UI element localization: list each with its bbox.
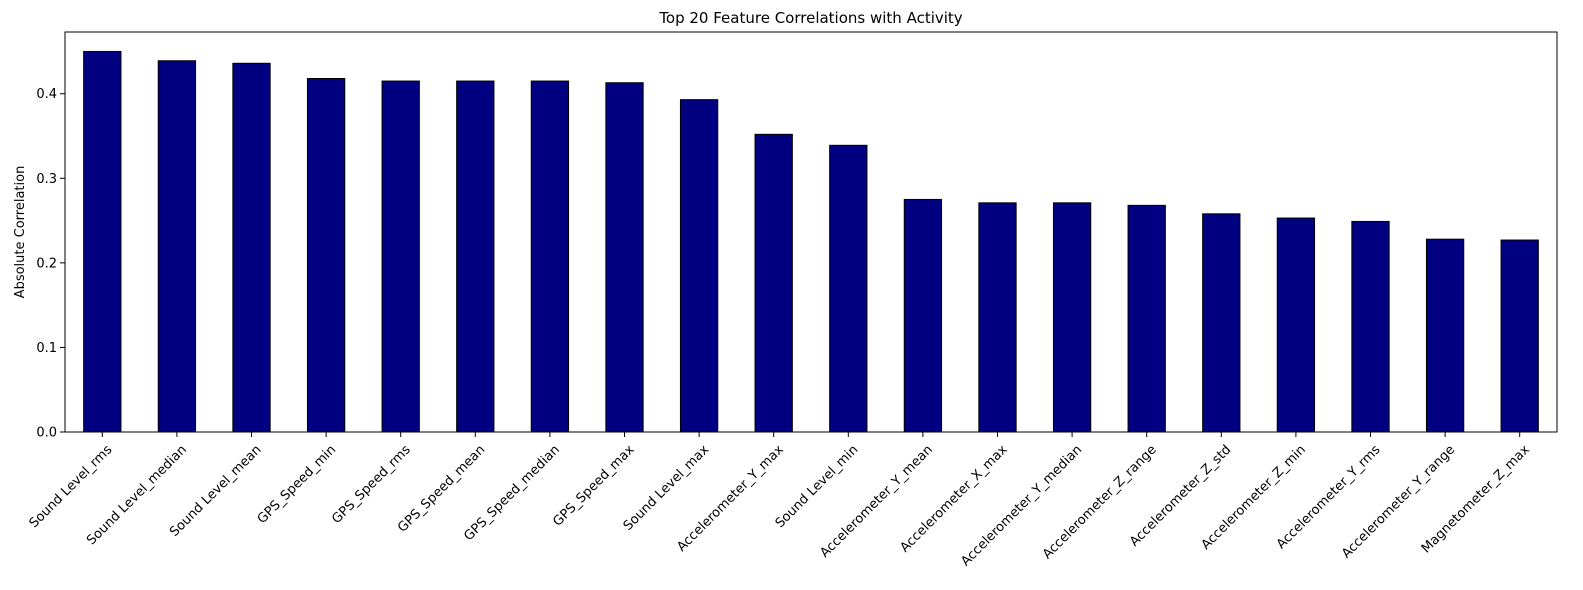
- y-tick-label: 0.0: [36, 426, 57, 441]
- bar: [306, 78, 346, 433]
- bar: [1052, 202, 1092, 433]
- bar: [1276, 217, 1316, 433]
- y-axis-label: Absolute Correlation: [13, 166, 28, 299]
- bar: [456, 80, 495, 433]
- x-tick-label: GPS_Speed_rms: [329, 442, 414, 527]
- bars-group: [83, 50, 1539, 433]
- bar: [1500, 239, 1539, 433]
- y-tick-label: 0.4: [36, 87, 57, 102]
- bar: [530, 80, 570, 433]
- y-tick-label: 0.2: [36, 256, 57, 271]
- y-tick-label: 0.3: [36, 172, 57, 187]
- plot-frame: [64, 31, 1558, 433]
- bar: [903, 198, 943, 433]
- bar: [1127, 204, 1166, 433]
- bar: [829, 144, 868, 433]
- bar: [232, 62, 271, 433]
- bar: [1351, 220, 1390, 433]
- x-tick-label: GPS_Speed_min: [255, 442, 339, 526]
- bar: [978, 202, 1017, 433]
- x-tick-label: Accelerometer_Y_median: [958, 442, 1085, 569]
- bar: [605, 82, 644, 433]
- bar: [157, 60, 197, 433]
- bar: [679, 99, 719, 433]
- y-axis-ticks: 0.0 0.1 0.2 0.3 0.4: [36, 87, 65, 441]
- x-tick-label: GPS_Speed_max: [550, 442, 637, 529]
- bar: [83, 50, 122, 433]
- x-tick-label: Sound Level_min: [773, 442, 862, 531]
- bar: [1202, 213, 1241, 433]
- y-tick-label: 0.1: [36, 341, 57, 356]
- x-tick-label: Sound Level_rms: [27, 442, 116, 531]
- bar: [754, 133, 793, 433]
- bar: [1425, 238, 1465, 433]
- chart-title: Top 20 Feature Correlations with Activit…: [658, 9, 962, 27]
- bar: [381, 80, 420, 433]
